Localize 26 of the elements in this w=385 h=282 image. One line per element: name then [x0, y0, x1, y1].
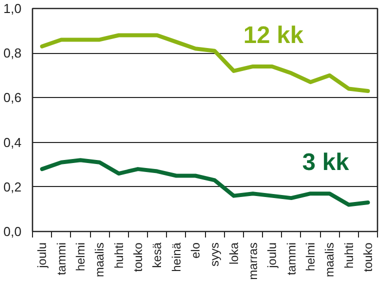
- y-tick-label: 0,2: [3, 179, 22, 194]
- series-label: 3 kk: [302, 148, 350, 176]
- x-tick-label: tammi: [284, 242, 298, 276]
- x-tick-label: huhti: [342, 242, 356, 269]
- x-tick-label: tammi: [54, 242, 68, 276]
- x-tick-label: maalis: [322, 242, 337, 278]
- x-tick-label: syys: [208, 242, 222, 266]
- y-tick-label: 1,0: [3, 1, 22, 16]
- x-tick-label: maalis: [92, 242, 107, 278]
- x-tick-label: helmi: [303, 242, 318, 272]
- x-tick-label: joulu: [265, 242, 280, 269]
- y-tick-label: 0,4: [3, 134, 22, 150]
- x-tick-label: touko: [130, 242, 145, 272]
- x-tick-label: huhti: [112, 242, 126, 269]
- x-tick-label: heinä: [169, 242, 184, 272]
- x-tick-label: elo: [188, 242, 202, 259]
- y-tick-label: 0,6: [3, 90, 22, 106]
- series-label: 12 kk: [243, 22, 304, 49]
- x-tick-label: joulu: [35, 242, 50, 269]
- x-tick-label: helmi: [73, 242, 88, 272]
- x-tick-label: touko: [360, 242, 375, 272]
- y-tick-label: 0,8: [3, 46, 22, 61]
- x-tick-label: marras: [246, 242, 260, 280]
- x-tick-label: kesä: [150, 242, 164, 268]
- y-tick-label: 0,0: [3, 224, 22, 239]
- x-tick-label: loka: [226, 242, 241, 265]
